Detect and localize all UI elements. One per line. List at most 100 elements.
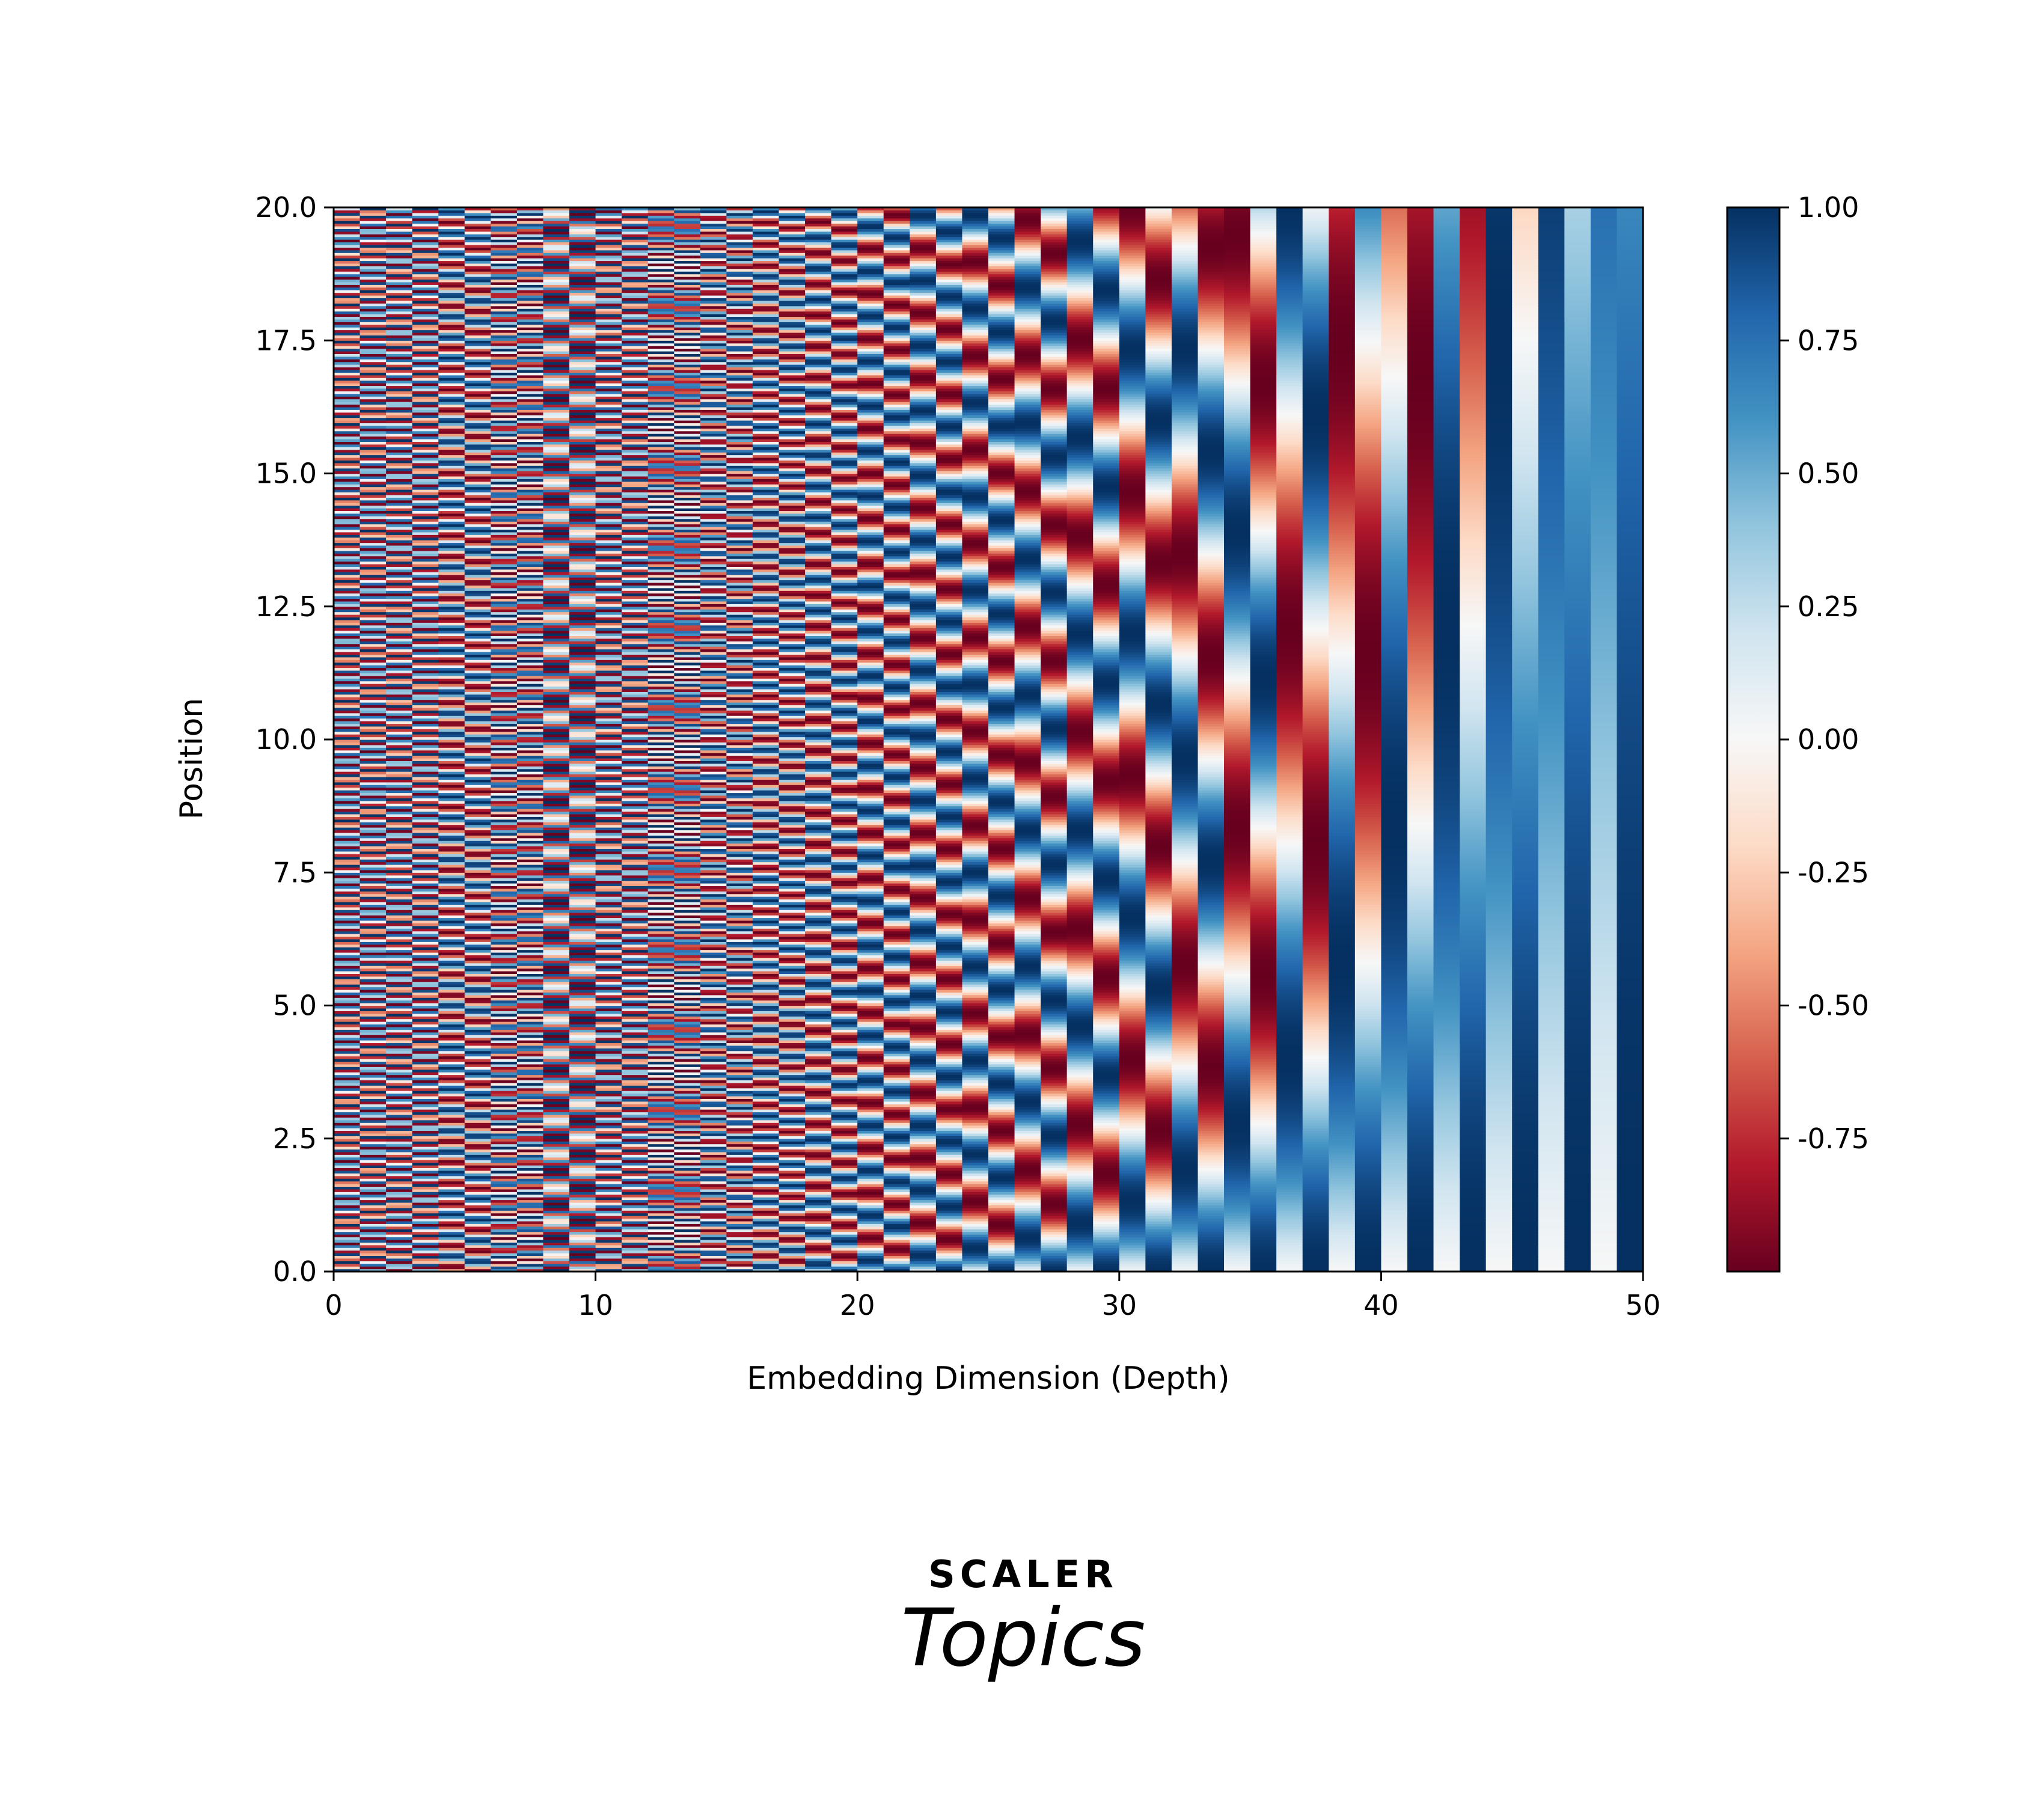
heatmap-cell [360,1029,387,1033]
heatmap-cell [438,1056,465,1059]
heatmap-cell [464,726,491,729]
heatmap-cell [543,976,570,979]
heatmap-cell [491,723,518,727]
heatmap-cell [334,617,361,620]
heatmap-cell [543,356,570,360]
heatmap-cell [412,540,439,543]
heatmap-cell [516,963,544,966]
heatmap-cell [569,846,596,849]
heatmap-cell [360,409,387,413]
heatmap-cell [491,827,518,831]
heatmap-cell [569,662,596,666]
heatmap-cell [334,378,361,381]
heatmap-cell [569,606,596,610]
heatmap-cell [464,649,491,652]
heatmap-cell [569,263,596,266]
heatmap-cell [516,867,544,871]
heatmap-cell [412,316,439,320]
heatmap-cell [386,987,413,990]
heatmap-cell [438,702,465,706]
heatmap-cell [569,654,596,658]
heatmap-cell [412,827,439,831]
heatmap-cell [412,785,439,788]
heatmap-cell [334,1239,361,1243]
heatmap-cell [491,476,518,479]
heatmap-cell [569,298,596,301]
heatmap-cell [334,1088,361,1091]
heatmap-cell [491,691,518,695]
heatmap-cell [569,859,596,863]
heatmap-cell [438,949,465,953]
heatmap-cell [543,457,570,461]
heatmap-cell [360,295,387,299]
heatmap-cell [595,649,622,652]
heatmap-cell [438,729,465,732]
heatmap-cell [412,758,439,761]
heatmap-cell [464,819,491,822]
heatmap-cell [491,1239,518,1243]
heatmap-cell [516,473,544,477]
heatmap-cell [491,992,518,996]
heatmap-cell [438,681,465,684]
heatmap-cell [386,712,413,716]
heatmap-cell [334,837,361,841]
heatmap-cell [595,329,622,333]
heatmap-cell [360,872,387,876]
heatmap-cell [622,359,649,363]
heatmap-cell [464,973,491,977]
heatmap-cell [491,1261,518,1264]
heatmap-cell [438,1255,465,1259]
heatmap-cell [647,938,675,942]
heatmap-cell [464,1266,491,1270]
heatmap-cell [595,356,622,360]
heatmap-cell [543,500,570,503]
heatmap-cell [412,385,439,389]
heatmap-cell [491,343,518,346]
heatmap-cell [569,587,596,591]
heatmap-cell [386,316,413,320]
heatmap-cell [516,372,544,376]
heatmap-cell [491,518,518,522]
heatmap-cell [569,1040,596,1044]
heatmap-cell [569,415,596,418]
heatmap-cell [516,1005,544,1009]
heatmap-cell [516,779,544,783]
heatmap-cell [438,590,465,594]
heatmap-cell [569,787,596,791]
heatmap-cell [360,258,387,262]
heatmap-cell [569,806,596,809]
heatmap-cell [360,691,387,695]
heatmap-cell [595,638,622,641]
heatmap-cell [595,878,622,881]
heatmap-cell [516,290,544,293]
heatmap-cell [386,430,413,434]
heatmap-cell [622,923,649,926]
heatmap-cell [647,1261,675,1264]
heatmap-cell [569,1218,596,1222]
heatmap-cell [360,997,387,1001]
heatmap-cell [334,396,361,400]
heatmap-cell [543,723,570,727]
heatmap-cell [622,1237,649,1240]
heatmap-cell [595,1160,622,1163]
heatmap-cell [334,596,361,599]
heatmap-cell [491,1237,518,1240]
heatmap-cell [647,854,675,857]
heatmap-cell [595,292,622,296]
heatmap-cell [386,420,413,424]
heatmap-cell [360,1122,387,1126]
heatmap-cell [569,779,596,783]
heatmap-cell [595,300,622,304]
heatmap-cell [569,1064,596,1067]
heatmap-cell [412,872,439,876]
heatmap-cell [412,776,439,780]
heatmap-cell [438,423,465,426]
heatmap-cell [438,1026,465,1030]
heatmap-cell [516,1104,544,1107]
heatmap-cell [464,989,491,993]
heatmap-cell [464,798,491,801]
heatmap-cell [334,901,361,905]
heatmap-cell [491,641,518,644]
heatmap-cell [386,1194,413,1198]
heatmap-cell [412,1016,439,1020]
